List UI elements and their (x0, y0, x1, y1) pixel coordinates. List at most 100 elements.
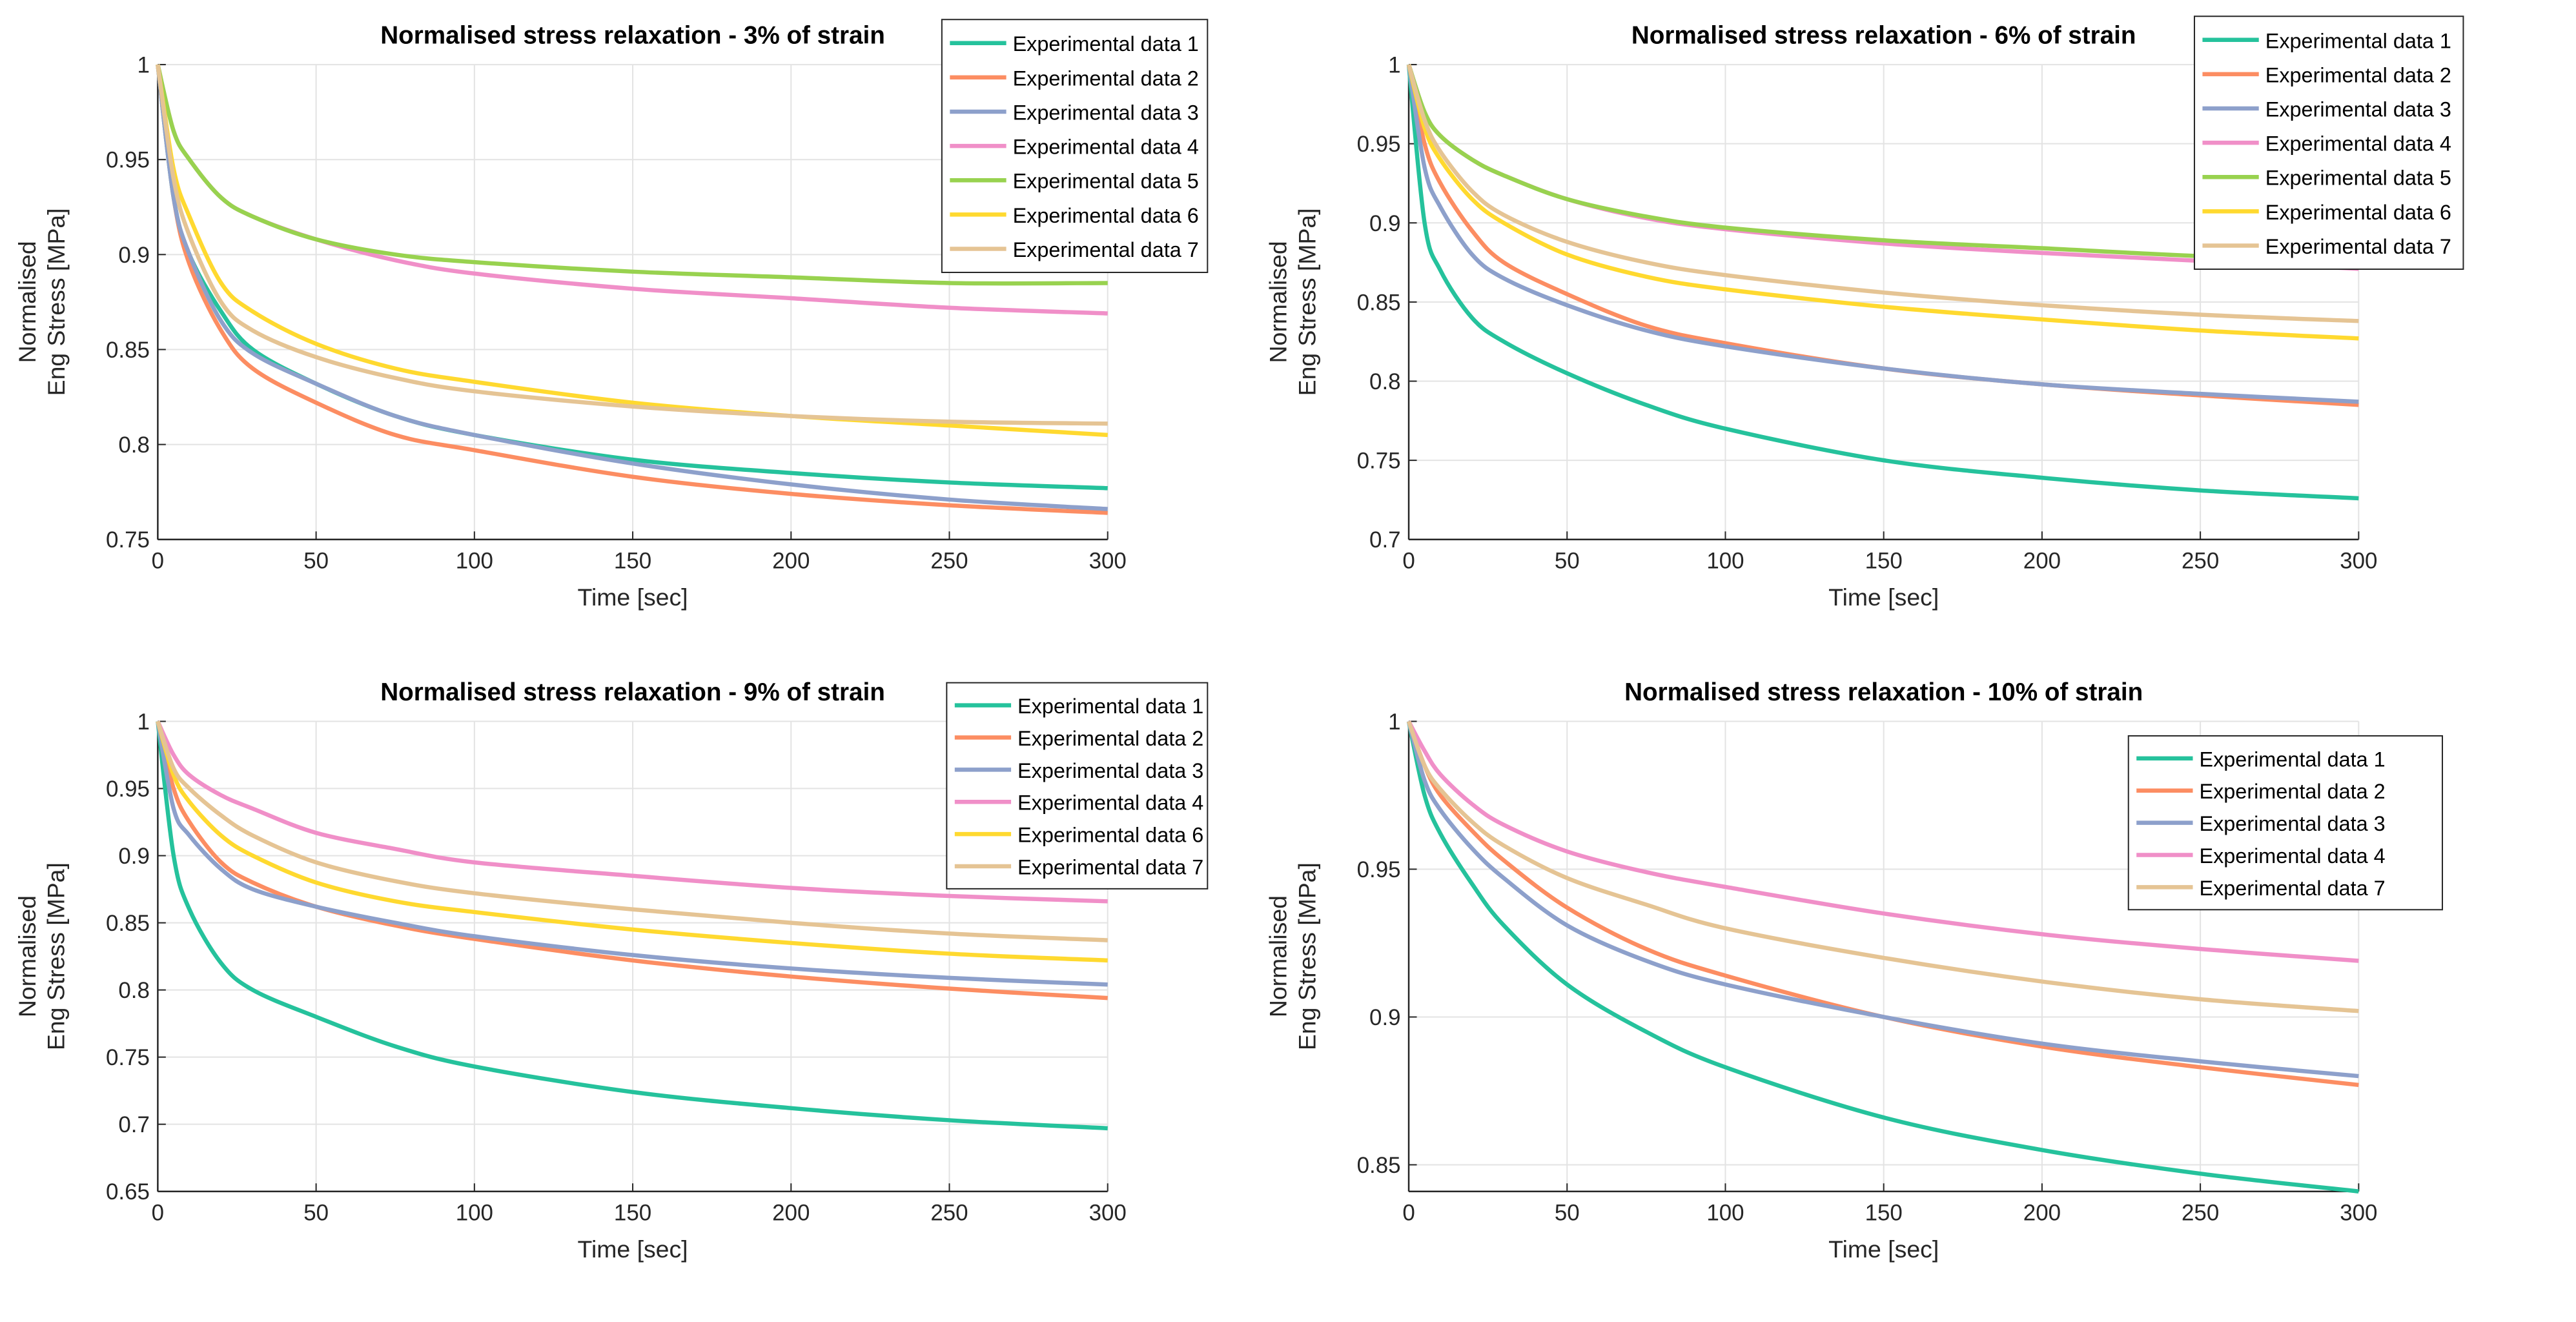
y-tick-label: 0.9 (118, 243, 150, 268)
chart-panel-3: 0 50 100 150 200 250 300 0.65 0.7 0.75 0.8 0.85 0.9 0… (14, 678, 1209, 1263)
legend-label: Experimental data 4 (1013, 136, 1199, 159)
series-line-experimental-data-5 (1406, 64, 2359, 263)
y-tick-label: 0.7 (118, 1112, 150, 1137)
y-tick-label: 1 (137, 53, 149, 78)
series-line-experimental-data-2 (1406, 720, 2359, 1088)
chart-title: Normalised stress relaxation - 10% of st… (1624, 678, 2143, 706)
x-tick-label: 200 (772, 549, 810, 574)
x-tick-label: 0 (152, 1201, 164, 1226)
legend-label: Experimental data 4 (1017, 791, 1203, 815)
y-tick-label: 0.95 (1357, 857, 1401, 882)
legend-label: Experimental data 2 (1017, 727, 1203, 750)
legend-label: Experimental data 6 (2265, 201, 2451, 224)
x-tick-label: 50 (1555, 549, 1580, 574)
legend-label: Experimental data 2 (2265, 63, 2451, 86)
y-axis-label-line-2: Eng Stress [MPa] (1293, 208, 1320, 396)
x-tick-label: 50 (303, 1201, 329, 1226)
x-tick-label: 250 (2182, 1201, 2219, 1226)
y-tick-label: 0.75 (1357, 449, 1401, 474)
x-tick-label: 0 (152, 549, 164, 574)
y-tick-label: 0.95 (1357, 132, 1401, 157)
series-line-experimental-data-2 (156, 64, 1108, 515)
series-line-experimental-data-4 (1407, 720, 2359, 963)
legend: Experimental data 1 Experimental data 2 Ex… (2127, 735, 2444, 911)
legend-label: Experimental data 7 (1013, 238, 1199, 261)
y-tick-label: 0.85 (106, 911, 150, 936)
x-tick-label: 150 (614, 549, 651, 574)
series-line-experimental-data-7 (1406, 720, 2359, 1013)
y-tick-label: 0.9 (118, 844, 150, 869)
legend: Experimental data 1 Experimental data 2 Ex… (946, 682, 1209, 890)
legend-label: Experimental data 1 (2265, 29, 2451, 52)
series-line-experimental-data-6 (1406, 64, 2359, 341)
chart-panel-2: 0 50 100 150 200 250 300 0.7 0.75 0.8 0.85 0.9 0.95 1… (1265, 15, 2464, 611)
series-line-experimental-data-1 (156, 721, 1108, 1131)
y-tick-label: 0.95 (106, 148, 150, 173)
series-line-experimental-data-1 (1406, 64, 2359, 501)
x-tick-label: 300 (2340, 1201, 2377, 1226)
y-tick-label: 0.8 (118, 432, 150, 458)
legend: Experimental data 1 Experimental data 2 Ex… (941, 19, 1209, 274)
chart-title: Normalised stress relaxation - 3% of str… (380, 22, 885, 50)
legend-label: Experimental data 4 (2265, 132, 2451, 156)
x-tick-label: 150 (614, 1201, 651, 1226)
series-line-experimental-data-3 (1406, 64, 2359, 404)
x-tick-label: 100 (456, 549, 493, 574)
y-tick-label: 1 (1388, 53, 1400, 78)
x-tick-label: 300 (1089, 1201, 1127, 1226)
legend-label: Experimental data 1 (1013, 32, 1199, 56)
legend-label: Experimental data 6 (1013, 204, 1199, 227)
legend-label: Experimental data 2 (1013, 66, 1199, 90)
x-axis-label: Time [sec] (578, 584, 688, 611)
legend-box (946, 682, 1209, 890)
x-tick-label: 200 (2023, 549, 2061, 574)
series-line-experimental-data-3 (1406, 720, 2359, 1079)
series-line-experimental-data-2 (156, 720, 1108, 1001)
series-line-experimental-data-5 (156, 64, 1108, 286)
legend: Experimental data 1 Experimental data 2 Ex… (2193, 15, 2464, 270)
legend-label: Experimental data 3 (2265, 97, 2451, 121)
x-tick-label: 250 (930, 1201, 968, 1226)
chart-panel-1: 0 50 100 150 200 250 300 0.75 0.8 0.85 0.9 0.95 1 Nor… (14, 19, 1209, 611)
series-line-experimental-data-4 (156, 720, 1108, 904)
x-tick-label: 300 (2340, 549, 2377, 574)
series-line-experimental-data-7 (156, 64, 1108, 426)
x-tick-label: 0 (1402, 1201, 1415, 1226)
x-tick-label: 300 (1089, 549, 1127, 574)
x-tick-label: 100 (1706, 549, 1744, 574)
y-tick-label: 0.8 (1369, 369, 1401, 394)
series-line-experimental-data-1 (1406, 720, 2359, 1194)
x-tick-label: 200 (2023, 1201, 2061, 1226)
legend-label: Experimental data 3 (2199, 812, 2385, 835)
y-axis-label-line-1: Normalised (14, 241, 41, 363)
y-axis-label-line-2: Eng Stress [MPa] (43, 862, 70, 1050)
x-tick-label: 50 (303, 549, 329, 574)
series-line-experimental-data-7 (156, 720, 1108, 942)
legend-label: Experimental data 7 (1017, 855, 1203, 879)
y-tick-label: 0.7 (1369, 527, 1401, 553)
legend-label: Experimental data 6 (1017, 824, 1203, 847)
y-axis-label-line-2: Eng Stress [MPa] (43, 208, 70, 396)
y-tick-label: 0.9 (1369, 211, 1401, 236)
legend-label: Experimental data 5 (1013, 170, 1199, 193)
x-tick-label: 200 (772, 1201, 810, 1226)
y-tick-label: 0.85 (1357, 290, 1401, 315)
y-tick-label: 0.8 (118, 978, 150, 1003)
y-tick-label: 1 (1388, 709, 1400, 735)
chart-title: Normalised stress relaxation - 6% of str… (1631, 22, 2136, 50)
x-tick-label: 0 (1402, 549, 1415, 574)
x-tick-label: 50 (1555, 1201, 1580, 1226)
x-tick-label: 100 (1706, 1201, 1744, 1226)
series-line-experimental-data-6 (156, 720, 1108, 963)
series-line-experimental-data-3 (156, 720, 1108, 987)
y-axis-label-line-1: Normalised (1265, 241, 1292, 363)
y-tick-label: 0.95 (106, 777, 150, 802)
legend-label: Experimental data 7 (2199, 877, 2385, 900)
legend-label: Experimental data 3 (1017, 759, 1203, 782)
x-axis-label: Time [sec] (1828, 584, 1939, 611)
y-tick-label: 0.75 (106, 527, 150, 553)
x-axis-label: Time [sec] (1828, 1236, 1939, 1263)
y-tick-label: 0.85 (106, 338, 150, 363)
legend-label: Experimental data 3 (1013, 101, 1199, 124)
